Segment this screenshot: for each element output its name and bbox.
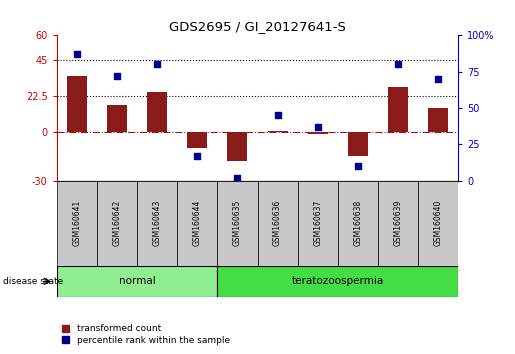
Bar bbox=[217, 266, 458, 297]
Bar bbox=[137, 181, 177, 266]
Bar bbox=[57, 266, 217, 297]
Text: GSM160642: GSM160642 bbox=[112, 200, 122, 246]
Bar bbox=[57, 181, 97, 266]
Text: disease state: disease state bbox=[3, 277, 63, 286]
Bar bbox=[97, 181, 137, 266]
Bar bbox=[177, 181, 217, 266]
Point bbox=[73, 51, 81, 57]
Point bbox=[434, 76, 442, 82]
Bar bbox=[107, 105, 127, 132]
Legend: transformed count, percentile rank within the sample: transformed count, percentile rank withi… bbox=[61, 324, 231, 346]
Bar bbox=[66, 76, 87, 132]
Bar bbox=[338, 181, 378, 266]
Point bbox=[193, 153, 201, 159]
Point bbox=[314, 124, 322, 130]
Point bbox=[113, 73, 121, 79]
Text: GSM160635: GSM160635 bbox=[233, 200, 242, 246]
Text: GSM160636: GSM160636 bbox=[273, 200, 282, 246]
Bar bbox=[378, 181, 418, 266]
Point bbox=[394, 62, 402, 67]
Bar bbox=[268, 131, 287, 132]
Bar bbox=[187, 132, 208, 148]
Bar bbox=[228, 132, 248, 161]
Bar bbox=[348, 132, 368, 156]
Point bbox=[273, 112, 282, 118]
Text: GSM160639: GSM160639 bbox=[393, 200, 403, 246]
Text: normal: normal bbox=[118, 276, 156, 286]
Bar bbox=[428, 108, 448, 132]
Bar bbox=[147, 92, 167, 132]
Bar bbox=[298, 181, 338, 266]
Text: GSM160644: GSM160644 bbox=[193, 200, 202, 246]
Point bbox=[233, 175, 242, 181]
Point bbox=[153, 62, 161, 67]
Title: GDS2695 / GI_20127641-S: GDS2695 / GI_20127641-S bbox=[169, 20, 346, 33]
Text: GSM160637: GSM160637 bbox=[313, 200, 322, 246]
Bar bbox=[308, 132, 328, 134]
Text: GSM160643: GSM160643 bbox=[152, 200, 162, 246]
Bar bbox=[418, 181, 458, 266]
Text: GSM160638: GSM160638 bbox=[353, 200, 363, 246]
Text: GSM160640: GSM160640 bbox=[434, 200, 443, 246]
Bar bbox=[217, 181, 258, 266]
Point bbox=[354, 163, 362, 169]
Bar bbox=[258, 181, 298, 266]
Bar bbox=[388, 87, 408, 132]
Text: teratozoospermia: teratozoospermia bbox=[291, 276, 384, 286]
Text: GSM160641: GSM160641 bbox=[72, 200, 81, 246]
